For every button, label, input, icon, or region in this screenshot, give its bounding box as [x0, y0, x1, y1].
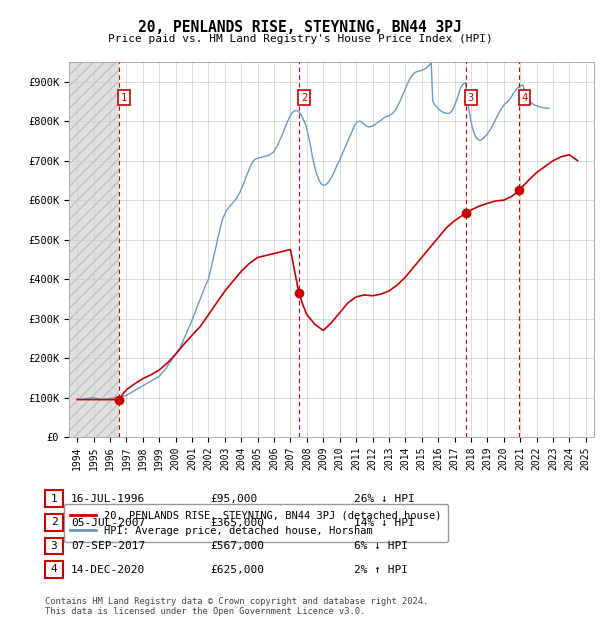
Text: 1: 1 [121, 92, 127, 102]
Text: Price paid vs. HM Land Registry's House Price Index (HPI): Price paid vs. HM Land Registry's House … [107, 34, 493, 44]
Text: 2% ↑ HPI: 2% ↑ HPI [354, 565, 408, 575]
Text: 6% ↓ HPI: 6% ↓ HPI [354, 541, 408, 551]
Text: This data is licensed under the Open Government Licence v3.0.: This data is licensed under the Open Gov… [45, 606, 365, 616]
Text: 3: 3 [50, 541, 58, 551]
Text: 14% ↓ HPI: 14% ↓ HPI [354, 518, 415, 528]
Text: £365,000: £365,000 [210, 518, 264, 528]
Text: 07-SEP-2017: 07-SEP-2017 [71, 541, 145, 551]
Text: 14-DEC-2020: 14-DEC-2020 [71, 565, 145, 575]
Text: 3: 3 [467, 92, 474, 102]
Text: 05-JUL-2007: 05-JUL-2007 [71, 518, 145, 528]
Legend: 20, PENLANDS RISE, STEYNING, BN44 3PJ (detached house), HPI: Average price, deta: 20, PENLANDS RISE, STEYNING, BN44 3PJ (d… [64, 504, 448, 542]
Text: £95,000: £95,000 [210, 494, 257, 504]
Text: £567,000: £567,000 [210, 541, 264, 551]
Text: 20, PENLANDS RISE, STEYNING, BN44 3PJ: 20, PENLANDS RISE, STEYNING, BN44 3PJ [138, 20, 462, 35]
Text: 2: 2 [301, 92, 307, 102]
Text: 16-JUL-1996: 16-JUL-1996 [71, 494, 145, 504]
Text: 4: 4 [50, 564, 58, 575]
Text: Contains HM Land Registry data © Crown copyright and database right 2024.: Contains HM Land Registry data © Crown c… [45, 597, 428, 606]
Text: £625,000: £625,000 [210, 565, 264, 575]
Text: 4: 4 [521, 92, 527, 102]
Text: 2: 2 [50, 517, 58, 528]
Text: 26% ↓ HPI: 26% ↓ HPI [354, 494, 415, 504]
Text: 1: 1 [50, 494, 58, 504]
